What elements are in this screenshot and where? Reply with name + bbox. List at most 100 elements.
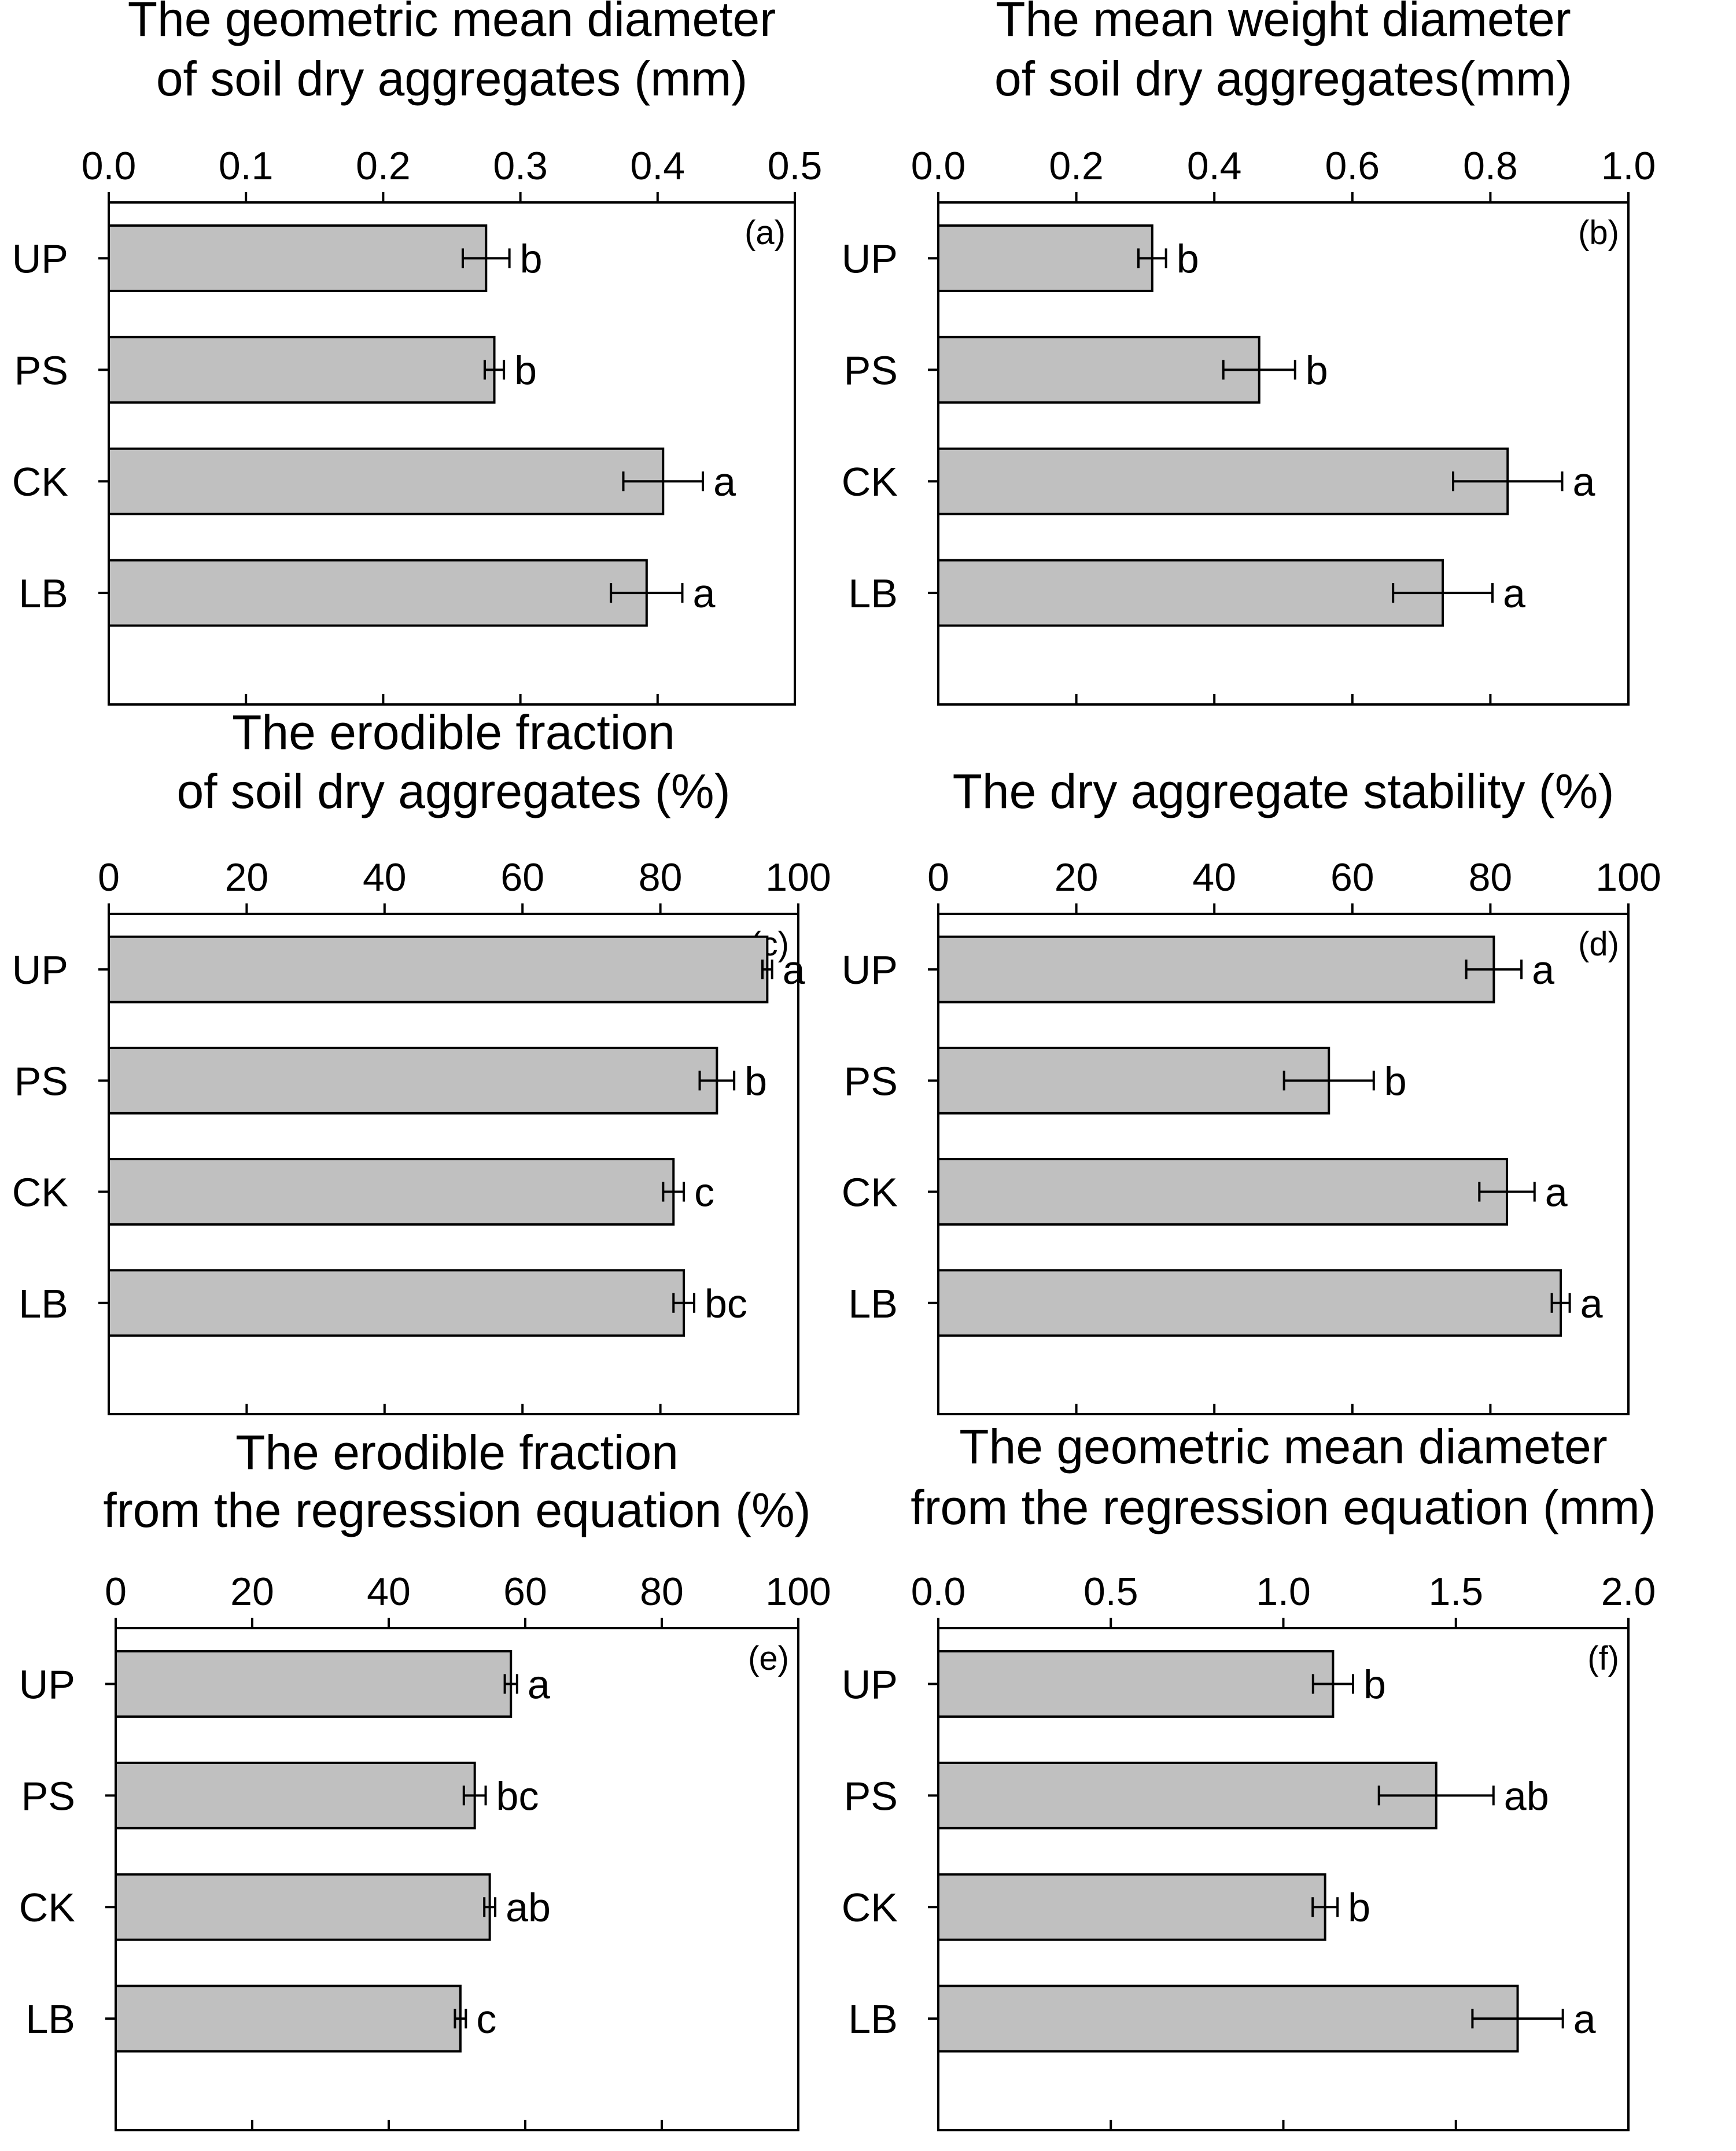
significance-letter: bc [496, 1773, 539, 1818]
x-tick-label: 40 [363, 855, 407, 899]
x-tick-label: 0.2 [1049, 144, 1104, 188]
category-label: LB [19, 1281, 68, 1326]
significance-letter: b [514, 348, 537, 393]
bar-ck [108, 1158, 675, 1226]
bar-ck [937, 1158, 1509, 1226]
significance-letter: a [528, 1662, 550, 1707]
panel-label: (a) [744, 214, 786, 252]
panel-label: (d) [1578, 925, 1619, 963]
category-label: CK [842, 1885, 898, 1930]
x-tick-label: 0.4 [631, 144, 685, 188]
significance-letter: b [1306, 348, 1328, 393]
category-label: LB [19, 571, 68, 616]
category-label: CK [842, 459, 898, 504]
bar-lb [108, 1269, 685, 1337]
chart-title-line: of soil dry aggregates (mm) [156, 51, 747, 106]
category-label: UP [12, 947, 68, 993]
chart-panel-2: The mean weight diameter of soil dry aggr… [842, 0, 1656, 706]
x-tick-label: 0.2 [356, 144, 411, 188]
x-tick-label: 0 [98, 855, 120, 899]
category-label: UP [842, 947, 898, 993]
x-tick-label: 0.0 [82, 144, 137, 188]
significance-letter: a [1572, 459, 1595, 504]
category-label: UP [842, 1662, 898, 1707]
significance-letter: a [1580, 1281, 1603, 1326]
category-label: LB [848, 1997, 898, 2042]
significance-letter: b [1177, 236, 1199, 281]
x-tick-label: 0.0 [911, 144, 966, 188]
significance-letter: b [744, 1058, 767, 1104]
bar-ps [937, 1046, 1330, 1115]
x-tick-label: 80 [1469, 855, 1513, 899]
x-tick-label: 0.5 [768, 144, 823, 188]
category-label: PS [844, 1058, 898, 1104]
category-label: UP [12, 236, 68, 281]
category-label: CK [842, 1170, 898, 1215]
category-label: CK [12, 459, 68, 504]
bar-up [937, 1650, 1335, 1718]
bar-ck [937, 447, 1509, 515]
significance-letter: bc [705, 1281, 747, 1326]
chart-title-line: The geometric mean diameter [128, 0, 776, 46]
x-tick-label: 2.0 [1601, 1570, 1656, 1614]
x-tick-label: 0 [105, 1570, 127, 1614]
x-tick-label: 60 [500, 855, 544, 899]
x-tick-label: 60 [1330, 855, 1374, 899]
x-tick-label: 20 [225, 855, 269, 899]
x-tick-label: 20 [1055, 855, 1099, 899]
bar-ps [108, 335, 496, 404]
chart-title-line: The dry aggregate stability (%) [953, 764, 1615, 818]
category-label: CK [19, 1885, 75, 1930]
category-label: CK [12, 1170, 68, 1215]
category-label: LB [25, 1997, 75, 2042]
category-label: PS [21, 1773, 75, 1818]
category-label: UP [19, 1662, 75, 1707]
significance-letter: b [1363, 1662, 1386, 1707]
significance-letter: ab [1504, 1773, 1549, 1818]
x-tick-label: 100 [765, 855, 831, 899]
significance-letter: c [694, 1170, 714, 1215]
bar-ck [937, 1873, 1326, 1941]
chart-title-line: from the regression equation (%) [103, 1483, 810, 1537]
chart-title-line: The mean weight diameter [996, 0, 1571, 46]
bar-ck [108, 447, 665, 515]
bar-up [108, 224, 488, 292]
category-label: PS [14, 1058, 68, 1104]
x-tick-label: 0.5 [1083, 1570, 1138, 1614]
significance-letter: c [476, 1997, 496, 2042]
chart-panel-4: The dry aggregate stability (%)0 20 40 60 80… [842, 764, 1661, 1415]
bar-ck [115, 1873, 491, 1941]
bar-lb [108, 559, 648, 627]
category-label: LB [848, 571, 898, 616]
bar-ps [937, 335, 1260, 404]
x-tick-label: 0.3 [493, 144, 548, 188]
x-tick-label: 40 [1192, 855, 1236, 899]
significance-letter: a [783, 947, 805, 993]
significance-letter: a [1532, 947, 1554, 993]
significance-letter: b [520, 236, 543, 281]
category-label: PS [14, 348, 68, 393]
bar-lb [937, 1984, 1519, 2053]
category-label: PS [844, 1773, 898, 1818]
chart-panel-6: The geometric mean diameter from the regr… [842, 1419, 1656, 2131]
x-tick-label: 80 [639, 855, 683, 899]
chart-title-line: of soil dry aggregates (%) [176, 764, 730, 818]
significance-letter: b [1384, 1058, 1407, 1104]
panel-label: (b) [1578, 214, 1619, 252]
x-tick-label: 20 [230, 1570, 274, 1614]
chart-title-line: The geometric mean diameter [959, 1419, 1608, 1474]
significance-letter: a [1573, 1997, 1596, 2042]
significance-letter: ab [506, 1885, 551, 1930]
category-label: UP [842, 236, 898, 281]
category-label: PS [844, 348, 898, 393]
bar-lb [937, 559, 1444, 627]
bar-up [937, 935, 1495, 1003]
chart-title-line: The erodible fraction [235, 1425, 679, 1479]
bar-up [115, 1650, 513, 1718]
x-tick-label: 40 [367, 1570, 411, 1614]
x-tick-label: 1.0 [1601, 144, 1656, 188]
bar-ps [937, 1761, 1438, 1829]
